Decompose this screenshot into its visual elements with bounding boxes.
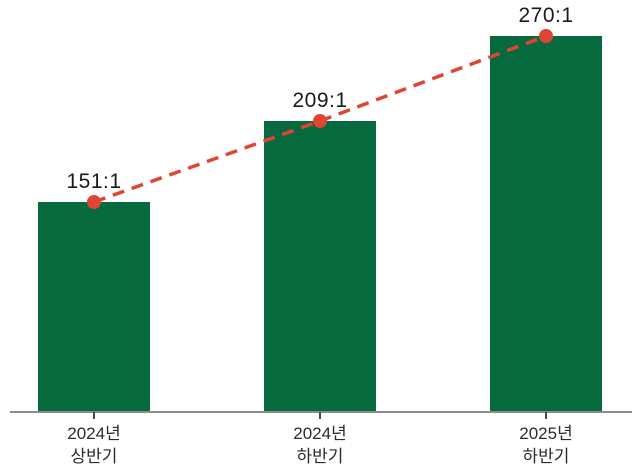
x-axis-label-line1: 2024년 — [67, 424, 121, 443]
x-axis-label-line2: 하반기 — [296, 446, 344, 466]
value-label: 209:1 — [292, 89, 348, 112]
bar — [264, 121, 376, 412]
x-axis-line — [10, 411, 632, 413]
value-label: 151:1 — [66, 170, 122, 193]
x-axis-tick — [93, 412, 95, 419]
x-axis-label-line1: 2025년 — [519, 424, 573, 443]
x-axis-label-line2: 상반기 — [70, 446, 118, 466]
x-axis-tick — [319, 412, 321, 419]
x-axis-label-line2: 하반기 — [522, 446, 570, 466]
value-label: 270:1 — [518, 4, 574, 27]
bar — [38, 202, 150, 412]
bar — [490, 36, 602, 412]
x-axis-tick — [545, 412, 547, 419]
x-axis-label-line1: 2024년 — [293, 424, 347, 443]
